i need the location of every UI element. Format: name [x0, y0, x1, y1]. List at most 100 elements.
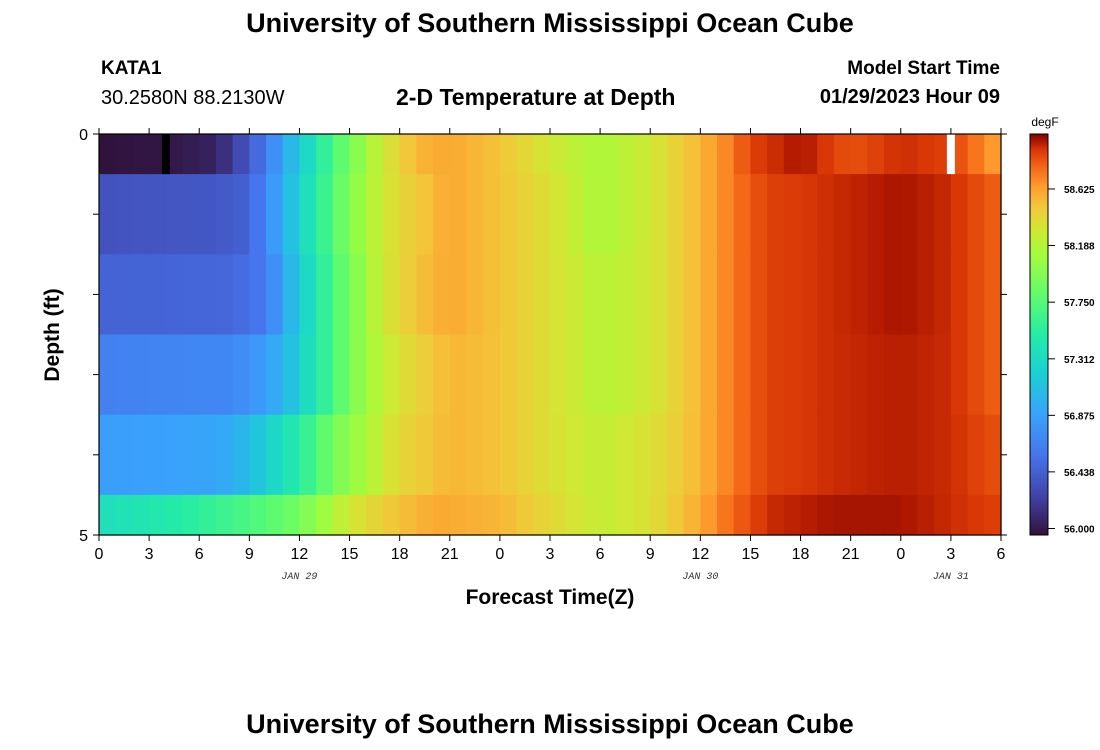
- colorbar-label: 58.625: [1064, 185, 1095, 196]
- heatmap-cell: [566, 494, 584, 536]
- heatmap-cell: [950, 254, 969, 336]
- x-tick-label: 15: [341, 546, 359, 563]
- heatmap-cell: [382, 334, 401, 416]
- heatmap-cell: [550, 254, 568, 336]
- heatmap-cell: [182, 174, 200, 255]
- heatmap-cell: [917, 414, 935, 496]
- heatmap-cell: [717, 494, 735, 536]
- colorbar-unit: degF: [1031, 115, 1058, 129]
- x-tick-label: 18: [792, 546, 810, 563]
- heatmap-cell: [299, 174, 317, 255]
- heatmap-cell: [299, 334, 317, 416]
- heatmap-cell: [266, 254, 284, 336]
- heatmap-cell: [132, 174, 150, 255]
- heatmap-cell: [600, 334, 618, 416]
- heatmap-cell: [666, 334, 685, 416]
- heatmap-cell: [466, 494, 484, 536]
- heatmap-cell: [433, 254, 451, 336]
- heatmap-cell: [449, 414, 468, 496]
- heatmap-cell: [399, 494, 417, 536]
- heatmap-cell: [433, 494, 451, 536]
- heatmap-cell: [717, 414, 735, 496]
- heatmap-cell: [733, 334, 752, 416]
- x-tick-label: 6: [596, 546, 605, 563]
- heatmap-cell: [750, 334, 768, 416]
- heatmap-cell: [633, 334, 651, 416]
- heatmap-cell: [650, 494, 668, 536]
- heatmap-cell: [165, 494, 184, 536]
- colorbar-labels: 58.625 58.188 57.750 57.312 56.875 56.438 56.0…: [1048, 185, 1095, 536]
- heatmap-cell: [99, 134, 117, 175]
- heatmap-cell: [132, 334, 150, 416]
- heatmap-cell: [717, 254, 735, 336]
- heatmap-cell: [633, 494, 651, 536]
- heatmap-cell: [215, 334, 234, 416]
- heatmap-cell: [616, 334, 635, 416]
- heatmap-cell: [850, 134, 868, 175]
- heatmap-cell: [583, 414, 601, 496]
- heatmap-cell: [182, 414, 200, 496]
- heatmap-cell: [416, 134, 434, 175]
- heatmap-cell: [249, 174, 267, 255]
- heatmap-cell: [600, 414, 618, 496]
- heatmap-cell: [399, 174, 417, 255]
- heatmap-cell: [566, 254, 584, 336]
- heatmap-cell: [800, 134, 818, 175]
- heatmap-cell: [633, 134, 651, 175]
- heatmap-cell: [817, 414, 835, 496]
- heatmap-cell: [382, 254, 401, 336]
- heatmap-cell: [332, 174, 351, 255]
- x-tick-label: 0: [95, 546, 104, 563]
- heatmap-cell: [833, 134, 852, 175]
- heatmap-cell: [516, 494, 534, 536]
- heatmap-cell: [633, 414, 651, 496]
- heatmap-cell: [232, 134, 250, 175]
- heatmap-cell: [483, 494, 501, 536]
- heatmap-cell: [165, 254, 184, 336]
- heatmap-cell: [934, 334, 952, 416]
- heatmap-cell: [165, 174, 184, 255]
- heatmap-cell: [366, 134, 384, 175]
- heatmap-cell: [249, 334, 267, 416]
- heatmap-cell: [583, 254, 601, 336]
- heatmap-cell: [800, 254, 818, 336]
- y-axis: 05: [79, 127, 1007, 545]
- heatmap-cell: [282, 174, 301, 255]
- heatmap-cell: [382, 174, 401, 255]
- heatmap-cell: [783, 174, 802, 255]
- heatmap-cell: [149, 494, 167, 536]
- x-tick-label: 9: [646, 546, 655, 563]
- heatmap-cell: [115, 174, 133, 255]
- heatmap-cell: [282, 334, 301, 416]
- heatmap-cell: [733, 494, 752, 536]
- date-label: JAN 31: [933, 572, 969, 583]
- heatmap-cell: [850, 334, 868, 416]
- chart-subtitle: 2-D Temperature at Depth: [396, 84, 676, 110]
- heatmap-cell: [182, 494, 200, 536]
- heatmap-cell: [566, 334, 584, 416]
- heatmap-cell: [282, 414, 301, 496]
- heatmap-cell: [750, 254, 768, 336]
- heatmap-cell: [967, 494, 985, 536]
- heatmap-cell: [850, 494, 868, 536]
- heatmap-cell: [900, 414, 919, 496]
- heatmap-cell: [115, 414, 133, 496]
- heatmap-cell: [950, 334, 969, 416]
- heatmap-cell: [99, 174, 117, 255]
- heatmap-cell: [332, 494, 351, 536]
- heatmap-cell: [783, 134, 802, 175]
- heatmap-cell: [616, 174, 635, 255]
- station-id: KATA1: [101, 58, 162, 79]
- heatmap-cell: [449, 334, 468, 416]
- heatmap-cell: [550, 134, 568, 175]
- heatmap-cell: [867, 334, 885, 416]
- x-axis: 0 3 6 9 12 15 18 21 0 3 6 9 12 15 18 21 0 3 6: [95, 128, 1006, 563]
- heatmap-cell: [900, 494, 919, 536]
- heatmap-cell: [466, 174, 484, 255]
- heatmap-cell: [299, 414, 317, 496]
- heatmap-cell: [817, 494, 835, 536]
- heatmap-cell: [984, 334, 1002, 416]
- heatmap-cell: [917, 494, 935, 536]
- heatmap-cell: [215, 414, 234, 496]
